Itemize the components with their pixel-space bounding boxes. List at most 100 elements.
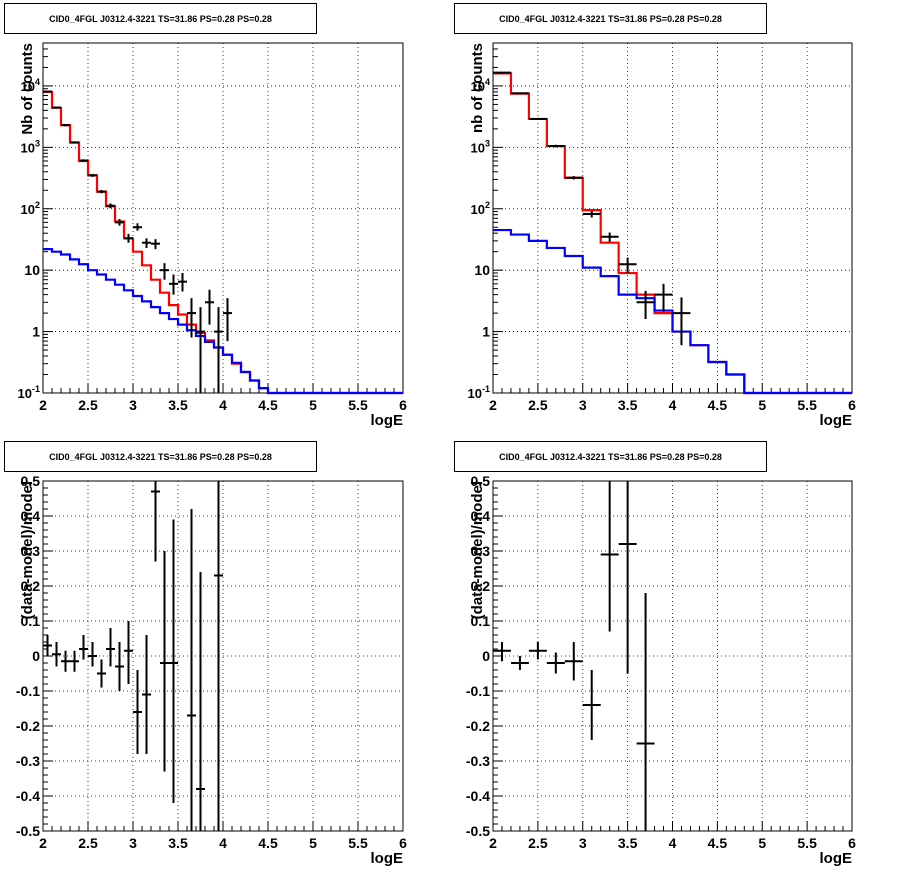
y-tick-label: 102 <box>21 200 40 217</box>
y-axis-label: (data-model)/model <box>19 481 36 619</box>
x-axis-label: logE <box>371 412 404 429</box>
y-tick-label: 104 <box>471 77 490 94</box>
data-point <box>564 642 583 681</box>
data-point <box>70 650 79 672</box>
y-tick-label: -0.1 <box>16 683 40 699</box>
data-point <box>214 481 223 831</box>
data-point <box>510 656 529 670</box>
y-tick-label: 0 <box>32 648 40 664</box>
y-tick-label: 0.1 <box>471 613 491 629</box>
y-tick-label: 10-1 <box>468 384 490 401</box>
y-tick-label: 0 <box>482 648 490 664</box>
data-point <box>618 481 637 674</box>
data-point <box>672 297 691 346</box>
x-tick-label: 3.5 <box>168 397 188 413</box>
x-tick-label: 4 <box>669 835 677 851</box>
x-tick-label: 4.5 <box>708 835 728 851</box>
x-tick-label: 4.5 <box>258 397 278 413</box>
data-point <box>546 144 565 148</box>
x-tick-label: 5 <box>758 397 766 413</box>
data-point <box>52 106 61 109</box>
data-point <box>133 223 142 231</box>
y-tick-label: 102 <box>471 200 490 217</box>
y-tick-label: -0.4 <box>466 788 490 804</box>
x-tick-label: 5.5 <box>348 397 368 413</box>
x-tick-label: 3 <box>129 397 137 413</box>
y-tick-label: -0.5 <box>16 823 40 839</box>
x-tick-label: 6 <box>848 835 856 851</box>
data-point <box>124 621 133 684</box>
y-tick-label: 103 <box>471 138 490 155</box>
x-tick-label: 3 <box>579 397 587 413</box>
data-point <box>115 219 124 226</box>
data-point <box>160 551 169 772</box>
x-tick-label: 4.5 <box>258 835 278 851</box>
x-tick-label: 6 <box>848 397 856 413</box>
data-point <box>160 263 169 280</box>
x-tick-label: 2 <box>489 397 497 413</box>
x-tick-label: 5.5 <box>348 835 368 851</box>
data-point <box>115 642 124 691</box>
data-point <box>124 233 133 243</box>
data-point <box>600 481 619 632</box>
y-tick-label: 0.2 <box>21 578 41 594</box>
data-point <box>106 628 115 667</box>
pad-title-2: CID0_4FGL J0312.4-3221 TS=31.86 PS=0.28 … <box>454 3 767 34</box>
data-point <box>546 652 565 674</box>
y-axis-label: Nb of counts <box>19 43 36 135</box>
x-axis-label: logE <box>371 850 404 867</box>
data-point <box>223 298 232 342</box>
data-point <box>636 593 655 831</box>
data-point <box>106 203 115 209</box>
x-tick-label: 6 <box>399 397 407 413</box>
data-point <box>97 190 106 194</box>
x-tick-label: 3 <box>579 835 587 851</box>
y-tick-label: 103 <box>21 138 40 155</box>
data-point <box>43 90 52 93</box>
x-tick-label: 5.5 <box>797 397 817 413</box>
x-tick-label: 6 <box>399 835 407 851</box>
x-tick-label: 5 <box>309 835 317 851</box>
data-point <box>187 298 196 338</box>
histogram-blue-line <box>493 228 852 395</box>
data-point <box>88 173 97 177</box>
data-point <box>142 635 151 754</box>
data-point <box>618 257 637 273</box>
data-point <box>169 519 178 803</box>
x-tick-label: 2 <box>39 397 47 413</box>
x-tick-label: 5 <box>758 835 766 851</box>
data-point <box>582 670 601 740</box>
y-tick-label: 0.4 <box>471 508 491 524</box>
data-point <box>528 117 547 120</box>
data-point <box>654 283 673 312</box>
data-point <box>205 289 214 325</box>
y-axis-label: (data-model)/model <box>469 481 486 619</box>
data-point <box>493 71 511 74</box>
x-tick-label: 3.5 <box>618 835 638 851</box>
y-tick-label: -0.5 <box>466 823 490 839</box>
data-point <box>493 642 511 662</box>
x-tick-label: 2.5 <box>78 835 98 851</box>
y-tick-label: 0.1 <box>21 613 41 629</box>
y-axis-label: nb of counts <box>469 43 486 133</box>
x-tick-label: 2 <box>489 835 497 851</box>
x-tick-label: 3.5 <box>618 397 638 413</box>
y-tick-label: 0.3 <box>471 543 491 559</box>
data-point <box>61 123 70 127</box>
y-tick-label: -0.3 <box>466 753 490 769</box>
x-tick-label: 2.5 <box>528 397 548 413</box>
x-tick-label: 3 <box>129 835 137 851</box>
data-point <box>196 307 205 393</box>
data-point <box>79 159 88 162</box>
data-point <box>43 635 52 656</box>
x-axis-label: logE <box>820 850 853 867</box>
x-tick-label: 4 <box>219 397 227 413</box>
x-tick-label: 3.5 <box>168 835 188 851</box>
x-tick-label: 5 <box>309 397 317 413</box>
y-tick-label: 10 <box>24 262 40 278</box>
x-tick-label: 4 <box>669 397 677 413</box>
data-point <box>582 210 601 218</box>
pad-title-4: CID0_4FGL J0312.4-3221 TS=31.86 PS=0.28 … <box>454 441 767 472</box>
data-point <box>636 290 655 320</box>
